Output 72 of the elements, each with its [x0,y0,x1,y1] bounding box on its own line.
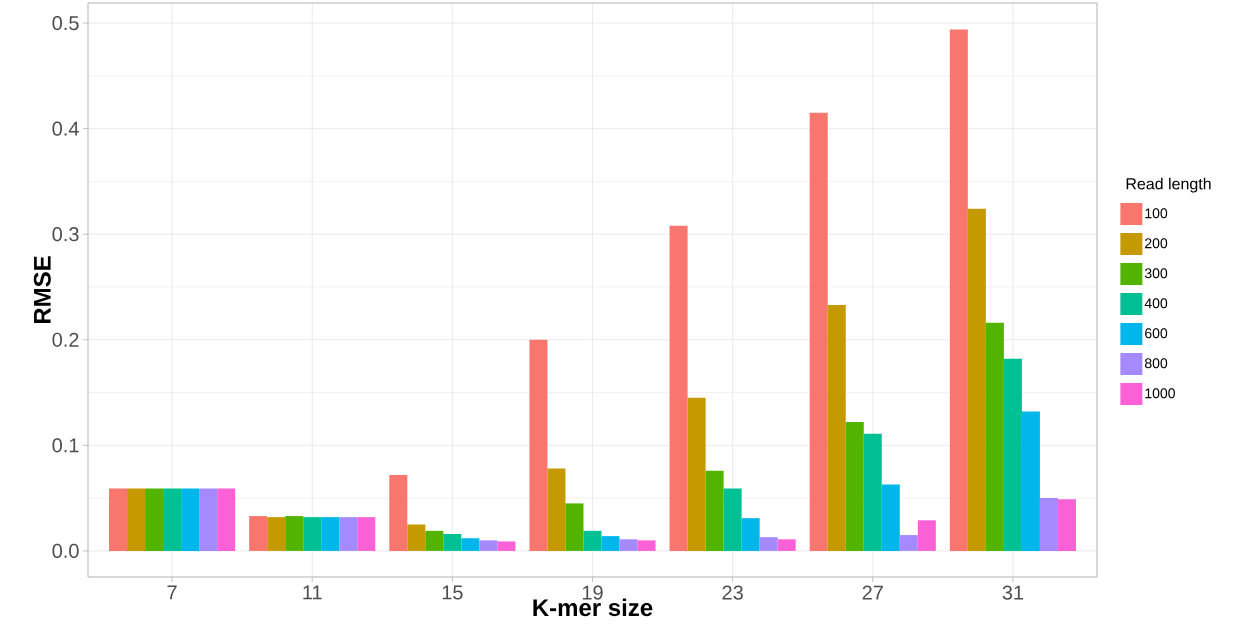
bar [407,524,426,551]
bar [267,517,286,551]
legend-label: 1000 [1145,388,1175,399]
y-tick-label: 0.0 [52,543,79,558]
bar [529,339,548,551]
bar [425,530,444,551]
bar [949,29,968,551]
bar [759,537,778,551]
bar [881,484,900,551]
x-tick-label: 19 [582,585,603,600]
bar [917,520,936,551]
bar [565,503,584,551]
x-axis-title: K-mer size [533,598,653,617]
bar [357,517,376,551]
x-tick-label: 27 [862,585,883,600]
bar [127,488,146,551]
bar [443,534,462,551]
bar [389,474,408,551]
bar [285,516,304,551]
x-tick-label: 11 [303,585,322,600]
bar [601,536,620,551]
bar [1057,499,1076,551]
bar [109,488,128,551]
bar [723,488,742,551]
bar [637,540,656,551]
legend-label: 600 [1145,328,1168,339]
bar [899,535,918,551]
bar [339,517,358,551]
x-tick-label: 7 [167,585,177,600]
bar [321,517,340,551]
y-tick-label: 0.5 [52,15,79,31]
legend-label: 800 [1144,358,1168,369]
bar [303,517,322,551]
legend-label: 300 [1144,268,1168,279]
bar [863,433,882,551]
bar [687,397,706,551]
legend-label: 100 [1145,208,1168,219]
bar [809,112,828,551]
x-tick-label: 31 [1002,585,1024,600]
bar [669,225,688,551]
bar [845,422,864,551]
legend-label: 200 [1145,238,1168,249]
bar [1021,411,1040,551]
bar [967,208,986,551]
bar [249,516,268,551]
y-tick-label: 0.1 [52,438,79,453]
bar [1003,358,1022,551]
y-axis-title: RMSE [33,256,51,324]
y-tick-label: 0.2 [52,332,79,347]
bar [145,488,164,551]
bar [461,538,480,551]
bar [777,539,796,551]
bar [827,304,846,551]
x-tick-label: 15 [442,585,463,600]
x-tick-label: 23 [722,585,743,600]
bar [497,541,516,551]
bar [705,470,724,551]
bar [163,488,182,551]
bar [547,468,566,551]
legend-title: Read length [1126,177,1211,193]
bar [619,539,638,551]
bar [181,488,200,551]
bar [1039,498,1058,551]
bar [217,488,236,551]
bar [199,488,218,551]
y-tick-label: 0.4 [52,121,79,136]
y-tick-label: 0.3 [52,227,79,242]
bar [741,518,760,551]
legend-label: 400 [1144,298,1168,309]
bar [985,322,1004,551]
bar [479,540,498,551]
bar [583,530,602,551]
